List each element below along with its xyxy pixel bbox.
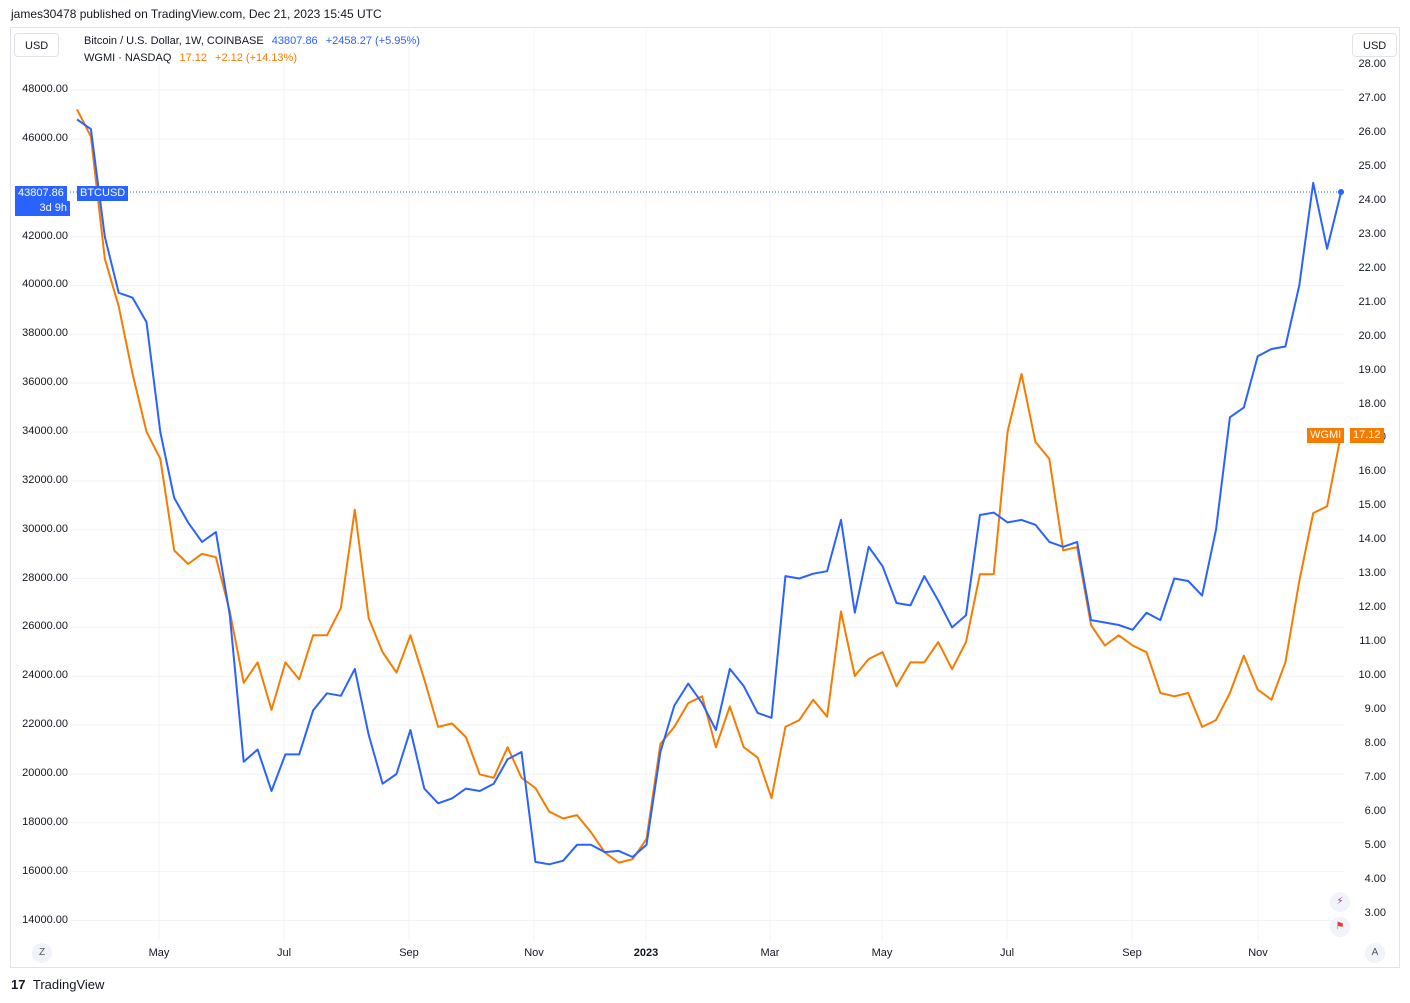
time-axis-tick: Jul	[999, 947, 1015, 959]
time-axis-tick: Nov	[1248, 947, 1268, 959]
left-axis-tick: 24000.00	[22, 669, 68, 682]
btc-countdown-tag: 3d 9h	[15, 201, 70, 216]
left-axis-tick: 48000.00	[22, 83, 68, 96]
legend-wgmi[interactable]: WGMI · NASDAQ 17.12 +2.12 (+14.13%)	[84, 52, 297, 64]
legend-wgmi-name: WGMI · NASDAQ	[84, 52, 172, 64]
wgmi-series-line	[76, 108, 1342, 864]
time-axis-tick: May	[871, 947, 893, 959]
z-button[interactable]: Z	[32, 943, 52, 963]
left-axis-tick: 26000.00	[22, 620, 68, 633]
right-axis-tick: 27.00	[1358, 92, 1386, 105]
legend-wgmi-price: 17.12	[179, 52, 207, 64]
time-axis-tick: Nov	[524, 947, 544, 959]
left-axis-tick: 38000.00	[22, 327, 68, 340]
right-axis-tick: 6.00	[1364, 804, 1386, 817]
published-by-header: james30478 published on TradingView.com,…	[11, 7, 382, 21]
right-currency-button[interactable]: USD	[1352, 33, 1398, 57]
left-axis-tick: 34000.00	[22, 425, 68, 437]
time-axis-tick: Sep	[1122, 947, 1142, 959]
left-axis-tick: 42000.00	[22, 229, 68, 242]
time-axis-tick: Mar	[760, 947, 780, 959]
right-axis-tick: 26.00	[1358, 126, 1386, 139]
right-axis-tick: 15.00	[1358, 499, 1386, 512]
time-axis-tick: Jul	[276, 947, 292, 959]
left-axis-tick: 22000.00	[22, 718, 68, 731]
footer-brand-name: TradingView	[32, 977, 105, 992]
right-axis-tick: 25.00	[1358, 160, 1386, 173]
left-axis-tick: 46000.00	[22, 131, 68, 144]
left-axis-tick: 40000.00	[22, 278, 68, 291]
wgmi-symbol-tag: WGMI	[1307, 428, 1345, 443]
us-flag-icon[interactable]: ⚑	[1330, 917, 1350, 937]
right-axis-tick: 19.00	[1358, 363, 1386, 376]
time-axis-tick: May	[148, 947, 170, 959]
left-currency-button[interactable]: USD	[14, 33, 60, 57]
left-axis-tick: 20000.00	[22, 766, 68, 779]
right-axis-tick: 11.00	[1359, 635, 1386, 648]
right-axis-tick: 8.00	[1364, 736, 1386, 749]
left-axis-tick: 36000.00	[22, 376, 68, 389]
right-axis-tick: 13.00	[1358, 567, 1386, 580]
legend-btc-price: 43807.86	[271, 35, 318, 47]
left-axis-tick: 28000.00	[22, 571, 68, 584]
footer-brand[interactable]: 17 TradingView	[11, 977, 104, 992]
left-axis-tick: 14000.00	[22, 913, 68, 926]
btc-symbol-tag: BTCUSD	[77, 186, 129, 201]
right-axis-tick: 9.00	[1364, 702, 1386, 715]
left-axis-tick: 30000.00	[22, 522, 68, 535]
right-axis-tick: 12.00	[1358, 601, 1386, 614]
right-axis-tick: 14.00	[1358, 533, 1386, 546]
legend-btc-name: Bitcoin / U.S. Dollar, 1W, COINBASE	[84, 35, 264, 47]
time-axis-tick: 2023	[633, 947, 659, 959]
right-axis-tick: 23.00	[1358, 227, 1386, 240]
btc-price-tag: 43807.86	[15, 186, 67, 201]
left-axis-tick: 18000.00	[22, 815, 68, 828]
right-axis-tick: 20.00	[1358, 329, 1386, 342]
time-axis-tick: Sep	[399, 947, 419, 959]
right-axis-tick: 4.00	[1364, 872, 1386, 885]
btc-last-point	[1338, 189, 1344, 195]
tradingview-logo-icon: 17	[11, 977, 26, 992]
right-axis-tick: 28.00	[1358, 58, 1386, 71]
left-axis-tick: 16000.00	[22, 864, 68, 877]
lightning-icon[interactable]: ⚡	[1330, 892, 1350, 912]
legend-btc-change: +2458.27 (+5.95%)	[325, 35, 420, 47]
left-axis-tick: 32000.00	[22, 473, 68, 486]
right-axis-tick: 22.00	[1358, 261, 1386, 274]
right-axis-tick: 5.00	[1364, 838, 1386, 851]
right-axis-tick: 7.00	[1364, 770, 1386, 783]
chart-frame	[10, 27, 1400, 968]
right-axis-tick: 16.00	[1358, 465, 1386, 478]
btc-series-line	[76, 118, 1342, 866]
a-button[interactable]: A	[1365, 943, 1385, 963]
legend-wgmi-change: +2.12 (+14.13%)	[215, 52, 297, 64]
right-axis-tick: 18.00	[1358, 397, 1386, 410]
right-axis-tick: 21.00	[1358, 295, 1386, 308]
wgmi-price-tag: 17.12	[1350, 428, 1384, 443]
right-axis-tick: 3.00	[1364, 906, 1386, 919]
legend-btc[interactable]: Bitcoin / U.S. Dollar, 1W, COINBASE 4380…	[84, 35, 420, 47]
chart-grid	[70, 30, 1345, 940]
right-axis-tick: 10.00	[1358, 668, 1386, 681]
right-axis-tick: 24.00	[1358, 193, 1386, 206]
